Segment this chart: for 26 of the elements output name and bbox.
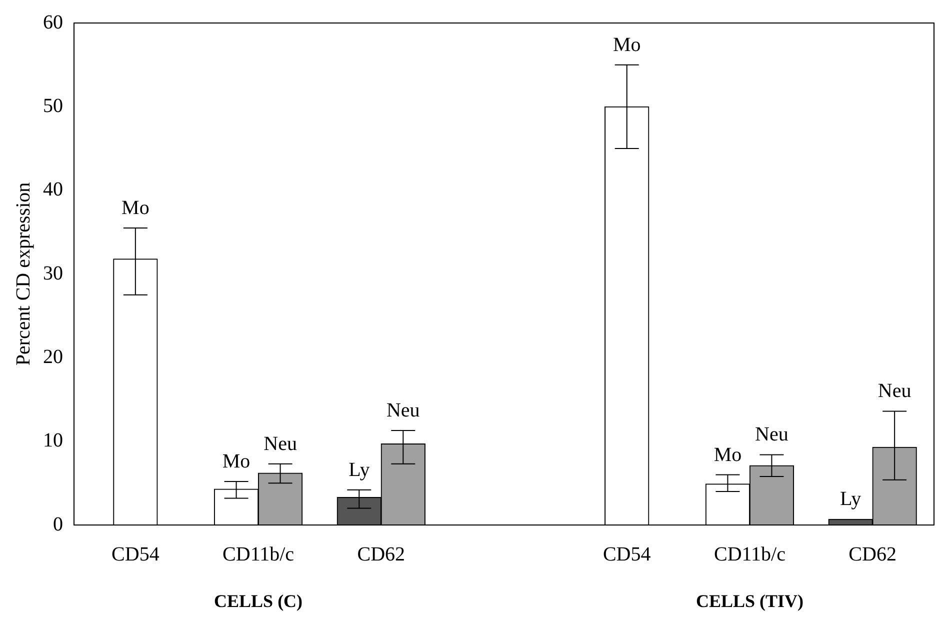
x-tick-label: CD62 <box>848 543 896 566</box>
y-tick-label: 30 <box>43 262 63 284</box>
text: Neu <box>878 380 912 402</box>
text: Neu <box>386 399 420 422</box>
x-tick-label: CD54 <box>602 543 651 566</box>
y-tick-label: 0 <box>53 513 63 536</box>
text: CELLS (C) <box>214 591 303 611</box>
text: Mo <box>122 196 150 219</box>
y-tick-label: 60 <box>43 11 63 34</box>
y-tick-label: 40 <box>43 178 63 201</box>
y-tick-label: 50 <box>43 94 63 117</box>
text: Mo <box>612 34 641 56</box>
series-label: Ly <box>840 488 862 510</box>
y-tick-label: 10 <box>43 430 63 452</box>
series-label: Neu <box>264 432 297 455</box>
x-tick-label: CD11b/c <box>714 543 786 566</box>
text: Mo <box>714 444 742 466</box>
text: Neu <box>755 424 788 446</box>
text: Ly <box>348 458 370 481</box>
x-tick-label: CD62 <box>357 543 406 566</box>
x-tick-label: CD54 <box>112 543 160 566</box>
y-tick-label: 20 <box>43 346 63 368</box>
text: CELLS (TIV) <box>696 591 804 611</box>
x-tick-label: CD11b/c <box>222 543 294 566</box>
y-axis-title: Percent CD expression <box>12 182 34 366</box>
series-label: Mo <box>222 450 250 472</box>
